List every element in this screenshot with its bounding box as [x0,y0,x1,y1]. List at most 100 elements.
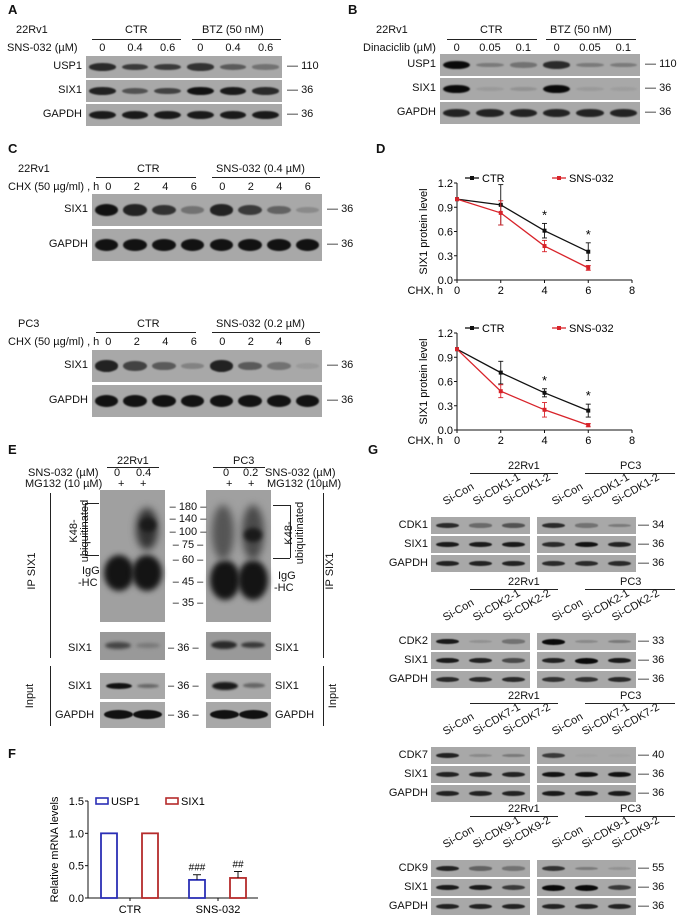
lane-label: 0 [553,42,560,54]
blot-strip-left [431,536,530,553]
lane-label: 0 [219,181,226,193]
blot-strip-right [537,517,636,534]
ladder-mark: – 35 – [172,597,204,609]
band [123,204,147,216]
band [209,239,234,251]
ip-six1-blot [206,632,271,660]
k48-label: K48- ubiquitinated [283,493,306,573]
mw-value: 36 [659,106,672,118]
mw-marker: — 36 [638,900,665,912]
treatment-label: CHX (50 µg/ml) , h [8,181,100,193]
blot-strip-right [537,652,636,669]
cell-line-label: 22Rv1 [117,455,149,467]
igg-label-line1: IgG [278,570,296,582]
band [443,109,471,117]
blot-strip-six1 [440,78,640,100]
mw-marker: — 36 [638,787,665,799]
group-bracket [585,473,675,474]
band [607,657,632,664]
group-bracket [585,816,675,817]
band [574,676,599,683]
mw-marker: — 36 [327,203,354,215]
mg132-plus: + [118,478,125,490]
band [186,86,214,96]
row-label: SIX1 [275,642,299,654]
row-label: GAPDH [48,394,88,406]
band [468,753,493,758]
lane-label: 0 [219,336,226,348]
cell-line-label: PC3 [620,460,642,472]
band [295,206,320,214]
ip-blot-right [206,490,271,622]
row-label: SIX1 [68,680,92,692]
bar-usp1 [188,878,206,899]
band [152,239,176,251]
ladder-mark: – 75 – [172,539,204,551]
band [607,523,632,528]
y-tick-label: 0.9 [438,352,453,364]
data-point [542,228,547,233]
dose: 0.2 [243,467,259,479]
lane-label: 6 [190,336,197,348]
k48-label: K48- ubiquitinated [68,491,91,571]
band [607,771,632,778]
band [541,541,566,548]
igg-label-line2: -HC [78,577,98,589]
y-tick-label: 0.5 [69,861,84,873]
mw-value: 180 [178,501,198,513]
line-chart: 0.0 0.3 0.6 0.9 1.2 0 2 4 6 8 CHX, h SIX1 protein l… [408,173,636,295]
band [295,395,320,407]
mw-marker: — 36 [645,82,672,94]
band [219,111,247,119]
band [501,866,526,871]
panel-label: C [8,141,18,156]
lane-label: 0.1 [615,42,631,54]
mw-marker: — 36 [638,538,665,550]
band [576,86,604,91]
band [574,771,599,778]
igg-hc-label: IgG -HC [78,565,100,589]
cell-line-label: PC3 [620,690,642,702]
mw-marker: — 36 [638,557,665,569]
band [209,360,234,372]
row-label: SIX1 [412,82,436,94]
y-tick-label: 0.3 [438,401,453,413]
lane-label: 2 [247,181,254,193]
legend-label: SNS-032 [569,173,614,185]
mw-marker: — 40 [638,749,665,761]
band [468,790,493,797]
group-bracket [212,177,320,178]
x-tick-label: 8 [629,285,635,295]
group-label: SNS-032 (0.4 µM) [216,163,305,175]
treatment-label: Dinaciclib (µM) [363,42,436,54]
band [180,206,205,214]
y-tick-label: 0.6 [438,227,453,239]
lane-label: 0.05 [579,42,601,54]
x-tick-label: 2 [498,435,504,445]
mw-value: 110 [301,60,319,72]
mw-value: 35 [181,597,195,609]
band [267,205,291,215]
blot-strip-right [537,785,636,802]
data-point [586,265,591,270]
row-label: SIX1 [64,203,88,215]
band [88,87,116,95]
band [468,657,493,664]
band [209,204,234,216]
series-line-ctr [456,198,589,253]
group-label: BTZ (50 nM) [202,24,264,36]
band [509,86,537,92]
band [501,676,526,683]
panel-label: B [348,2,358,17]
ladder-mark: – 180 – [169,501,207,513]
band [607,560,632,567]
x-tick-label: 4 [541,435,547,445]
lane-label: 2 [247,336,254,348]
mw-value: 33 [652,635,665,647]
data-point [455,197,459,202]
x-tick-label: 6 [585,435,591,445]
band [509,62,537,68]
group-label: BTZ (50 nM) [550,24,612,36]
mw-value: 36 [652,654,665,666]
mw-value: 36 [652,900,665,912]
